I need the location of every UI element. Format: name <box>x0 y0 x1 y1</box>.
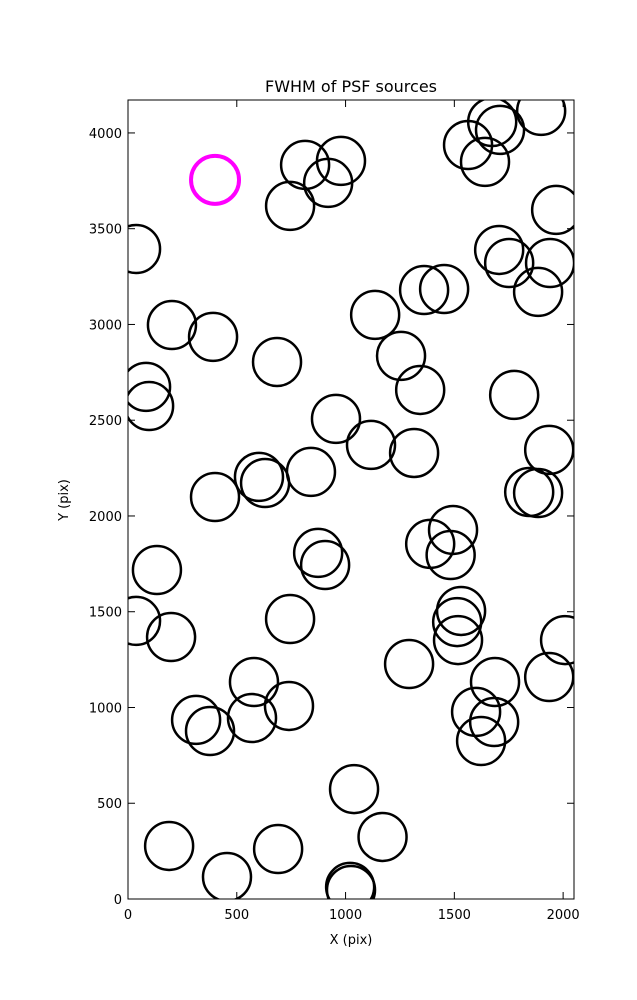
x-tick-label: 1500 <box>438 908 471 923</box>
source-circle <box>328 763 380 815</box>
y-tick-label: 2000 <box>89 510 122 525</box>
source-circle <box>145 611 197 663</box>
source-circle <box>383 638 435 690</box>
source-circle <box>512 467 564 519</box>
source-circle <box>264 593 316 645</box>
source-circle <box>375 330 427 382</box>
source-circle <box>189 471 241 523</box>
source-circle <box>459 136 511 188</box>
source-circle <box>315 135 367 187</box>
source-circle <box>488 369 540 421</box>
source-circle <box>394 364 446 416</box>
source-circle <box>146 299 198 351</box>
plot-frame <box>127 99 575 900</box>
x-axis-label: X (pix) <box>330 933 373 948</box>
source-circle <box>263 680 315 732</box>
source-circle <box>512 266 564 318</box>
source-circle <box>345 419 397 471</box>
y-tick-label: 500 <box>97 797 122 812</box>
source-circle <box>184 705 236 757</box>
source-circle <box>252 823 304 875</box>
y-tick-label: 3500 <box>89 223 122 238</box>
source-circle <box>170 694 222 746</box>
source-circle <box>468 696 520 748</box>
source-circle <box>310 393 362 445</box>
source-circle <box>264 180 316 232</box>
source-circle <box>455 715 507 767</box>
source-circle <box>483 237 535 289</box>
source-circle <box>302 157 354 209</box>
source-circle <box>324 861 376 899</box>
source-circle <box>524 237 574 289</box>
source-circle <box>388 427 440 479</box>
source-circle <box>233 451 285 503</box>
source-circle <box>503 466 555 518</box>
source-circle <box>473 224 525 276</box>
source-circle <box>425 529 476 581</box>
source-circle <box>357 811 408 863</box>
source-circle <box>226 692 278 744</box>
source-circle <box>131 544 183 596</box>
source-circle <box>187 311 239 363</box>
source-circle <box>523 651 574 703</box>
source-circle <box>349 289 401 341</box>
x-tick-label: 1000 <box>329 908 362 923</box>
x-tick-label: 2000 <box>547 908 580 923</box>
source-circle <box>292 527 344 579</box>
source-circle <box>466 100 518 148</box>
source-circle <box>523 424 574 476</box>
source-circle <box>474 104 526 156</box>
source-circle <box>251 336 303 388</box>
source-circle <box>228 656 280 708</box>
y-tick-label: 0 <box>114 893 122 908</box>
source-circle <box>143 820 195 872</box>
source-circle <box>128 380 175 432</box>
x-tick-label: 500 <box>224 908 249 923</box>
y-tick-label: 4000 <box>89 127 122 142</box>
source-circle <box>299 539 351 591</box>
source-circle <box>128 361 172 413</box>
y-tick-label: 3000 <box>89 318 122 333</box>
y-tick-label: 1500 <box>89 606 122 621</box>
y-tick-label: 1000 <box>89 701 122 716</box>
source-circle <box>189 153 242 206</box>
y-tick-label: 2500 <box>89 414 122 429</box>
source-circle <box>285 446 337 498</box>
y-axis-label: Y (pix) <box>57 479 72 522</box>
source-circle <box>539 614 574 666</box>
source-circle <box>398 264 450 316</box>
source-circle <box>128 595 162 647</box>
source-circle <box>469 656 521 708</box>
source-circle <box>128 223 162 275</box>
source-circle <box>450 686 502 738</box>
source-circle <box>432 614 484 666</box>
chart-title: FWHM of PSF sources <box>265 77 437 96</box>
source-circle <box>325 864 377 899</box>
source-circle <box>431 596 483 648</box>
x-tick-label: 0 <box>124 908 132 923</box>
source-circle <box>418 263 470 315</box>
source-circle <box>201 851 253 899</box>
source-circle <box>530 184 574 236</box>
source-circle <box>515 100 567 137</box>
